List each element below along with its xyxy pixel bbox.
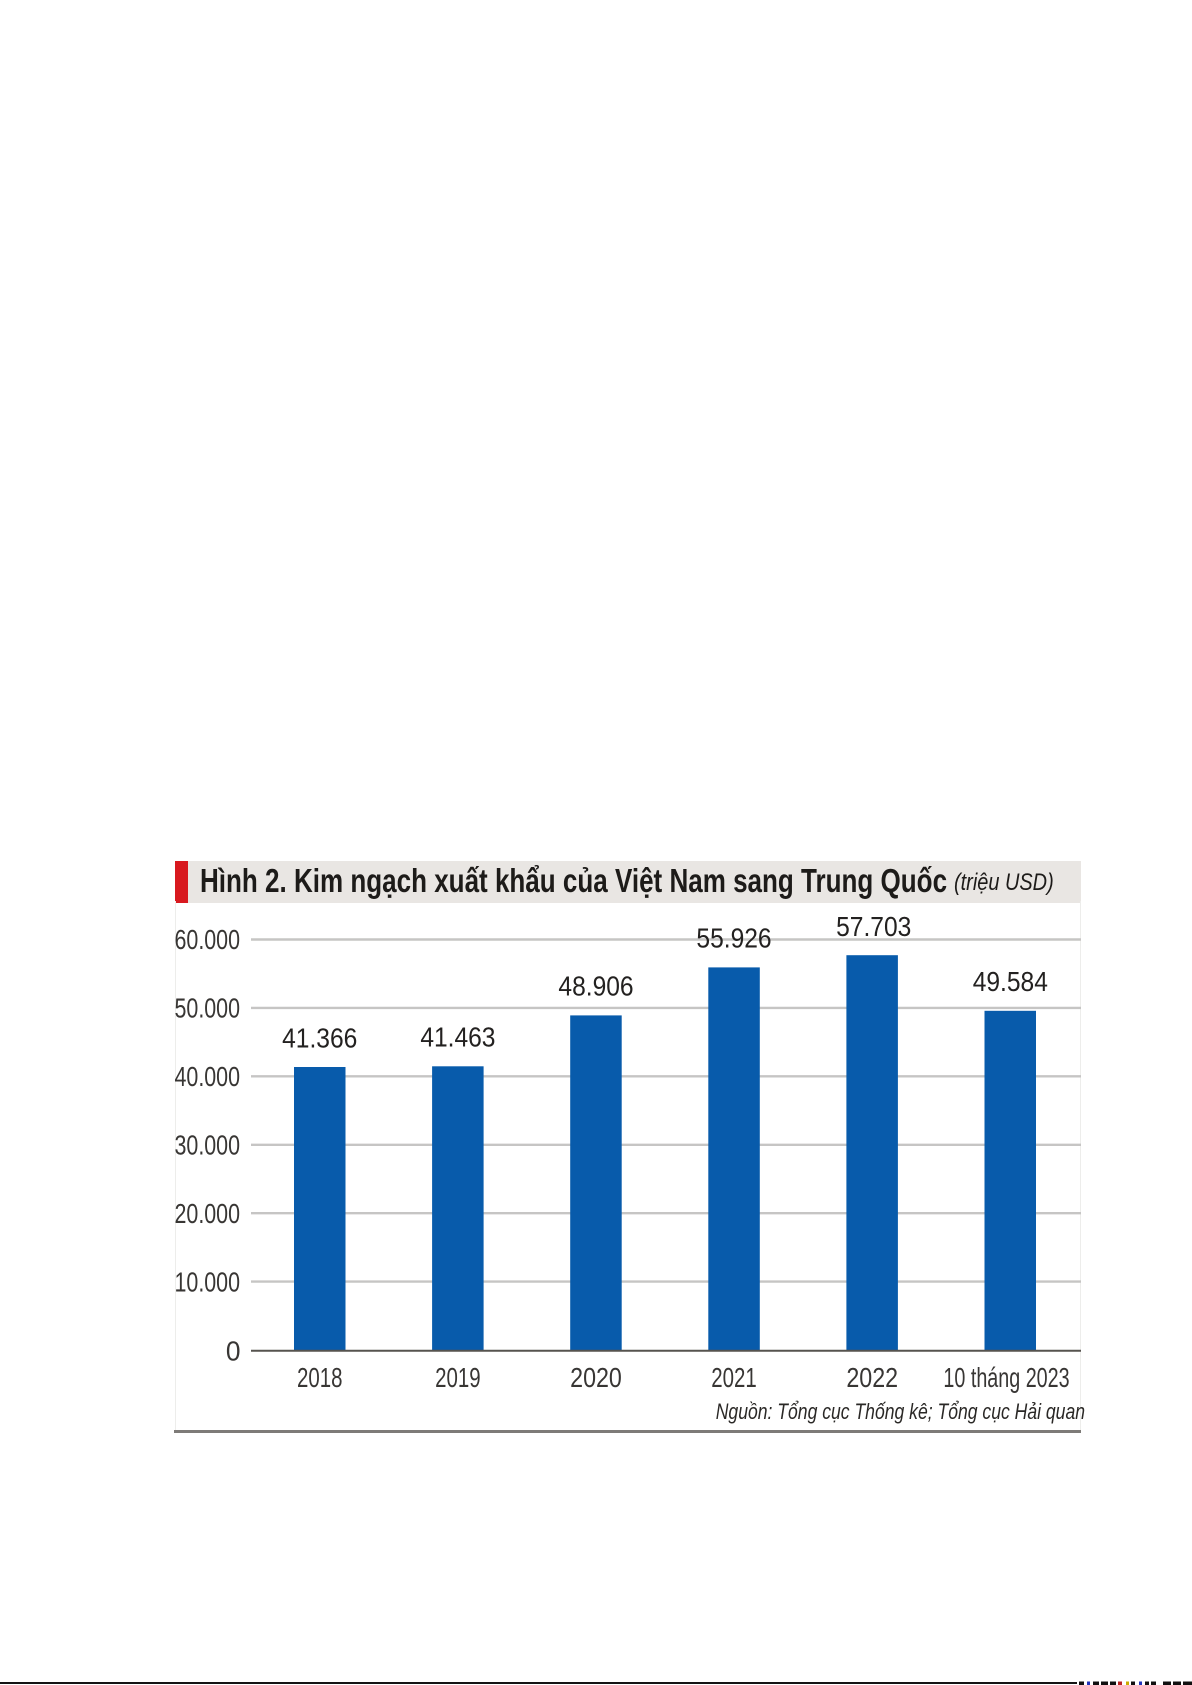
svg-text:48.906: 48.906 bbox=[558, 970, 633, 1002]
svg-text:10.000: 10.000 bbox=[175, 1267, 240, 1298]
svg-text:10 tháng 2023: 10 tháng 2023 bbox=[943, 1363, 1069, 1394]
svg-text:55.926: 55.926 bbox=[696, 922, 771, 954]
svg-text:57.703: 57.703 bbox=[836, 910, 911, 942]
svg-text:60.000: 60.000 bbox=[175, 924, 240, 955]
svg-text:30.000: 30.000 bbox=[175, 1130, 240, 1161]
svg-text:20.000: 20.000 bbox=[175, 1198, 240, 1229]
svg-text:0: 0 bbox=[226, 1335, 241, 1367]
svg-text:41.463: 41.463 bbox=[420, 1021, 495, 1053]
svg-text:2020: 2020 bbox=[570, 1363, 622, 1393]
svg-text:40.000: 40.000 bbox=[175, 1061, 240, 1092]
svg-text:2021: 2021 bbox=[711, 1363, 756, 1394]
svg-text:Nguồn: Tổng cục Thống kê; Tổng: Nguồn: Tổng cục Thống kê; Tổng cục Hải q… bbox=[716, 1400, 1085, 1424]
svg-text:2018: 2018 bbox=[297, 1363, 342, 1394]
svg-text:2022: 2022 bbox=[846, 1363, 898, 1393]
svg-text:49.584: 49.584 bbox=[973, 966, 1048, 998]
svg-text:50.000: 50.000 bbox=[175, 993, 240, 1024]
svg-text:2019: 2019 bbox=[435, 1363, 480, 1394]
svg-text:41.366: 41.366 bbox=[282, 1022, 357, 1054]
